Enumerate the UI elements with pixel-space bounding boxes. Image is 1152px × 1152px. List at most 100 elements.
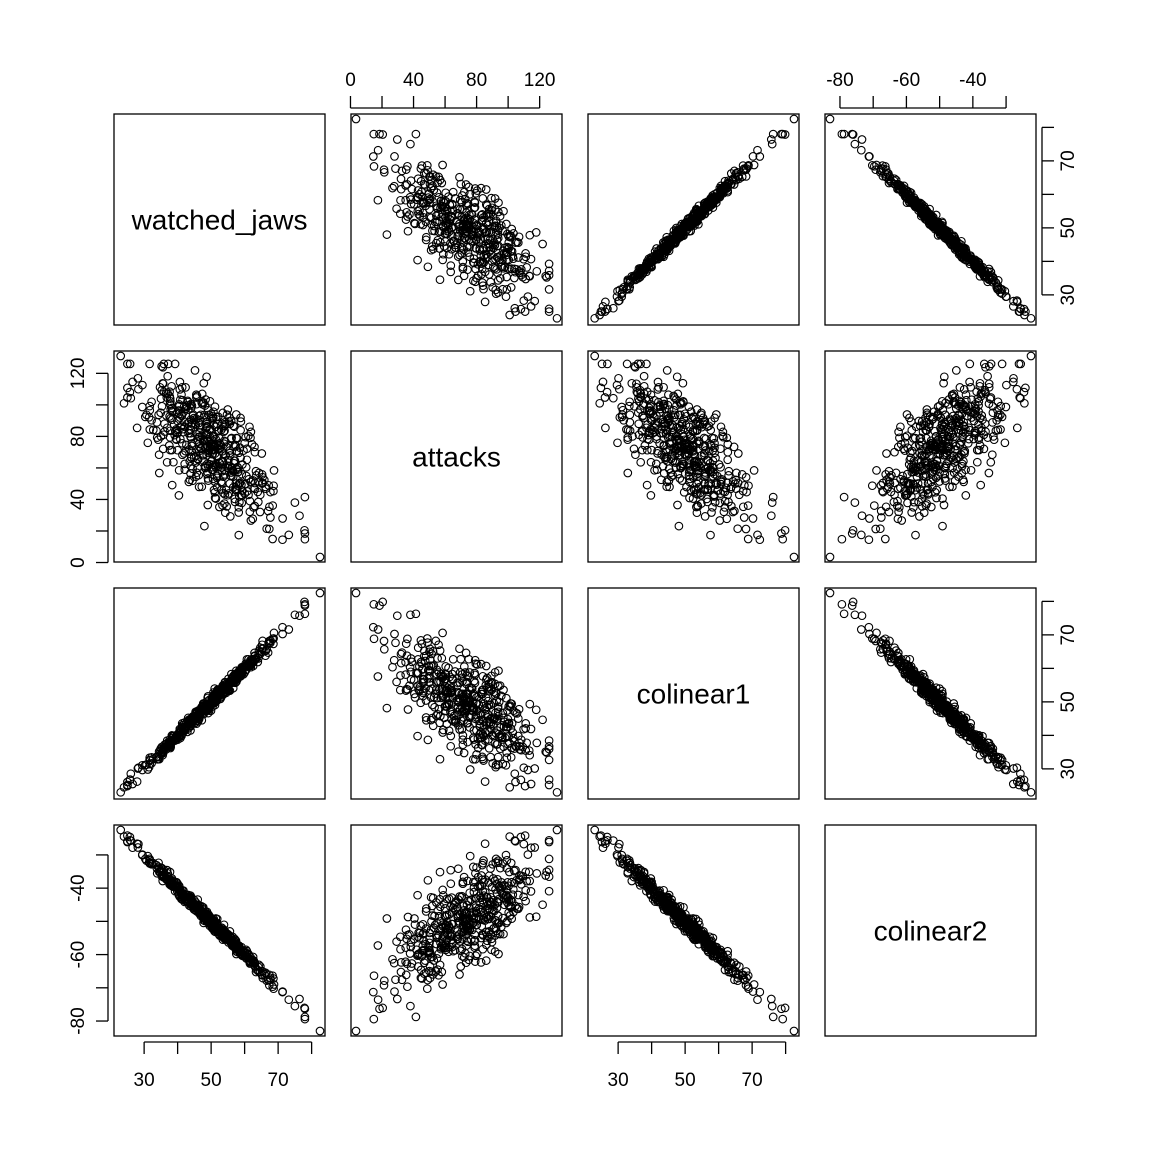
tick-label-colinear2: -40: [68, 874, 89, 901]
data-point: [405, 210, 414, 219]
data-point: [872, 466, 881, 475]
data-point: [493, 268, 502, 278]
data-point: [413, 186, 423, 195]
data-point: [476, 183, 486, 193]
data-point: [379, 167, 389, 177]
data-point: [617, 289, 627, 299]
data-point: [373, 195, 383, 205]
data-point: [392, 611, 402, 621]
data-point: [984, 468, 994, 478]
data-point: [972, 457, 982, 467]
data-point: [512, 237, 522, 247]
panel-colinear2-vs-watched_jaws: [113, 824, 326, 1037]
data-point: [315, 1026, 325, 1036]
panel-attacks-vs-colinear1: [587, 350, 800, 563]
data-point: [413, 174, 423, 184]
data-point: [475, 257, 485, 267]
scatter-colinear2-vs-watched_jaws: [116, 825, 325, 1036]
data-point: [464, 210, 474, 220]
data-point: [959, 385, 969, 394]
data-point: [630, 401, 639, 411]
data-point: [519, 254, 528, 264]
data-point: [430, 226, 439, 236]
data-point: [438, 160, 447, 170]
data-point: [510, 303, 520, 313]
scatter-watched_jaws-vs-attacks: [351, 114, 562, 323]
data-point: [706, 530, 715, 540]
panel-watched_jaws-vs-colinear2: [824, 113, 1037, 326]
data-point: [467, 210, 477, 220]
data-point: [453, 252, 463, 261]
data-point: [382, 703, 392, 713]
data-point: [368, 622, 378, 632]
data-point: [613, 438, 622, 448]
tick-label-colinear1: 30: [608, 1070, 629, 1091]
data-point: [403, 634, 412, 644]
data-point: [789, 552, 799, 562]
data-point: [397, 166, 407, 176]
tick-label-attacks: 80: [68, 426, 89, 447]
data-point: [401, 639, 411, 649]
data-point: [453, 275, 463, 285]
data-point: [767, 139, 777, 149]
data-point: [476, 210, 486, 220]
data-point: [590, 351, 600, 361]
data-point: [506, 283, 516, 292]
data-point: [608, 393, 618, 403]
data-point: [532, 738, 542, 748]
data-point: [494, 198, 503, 208]
data-point: [867, 481, 877, 491]
data-point: [743, 501, 753, 510]
data-point: [278, 514, 287, 523]
data-point: [780, 130, 790, 139]
data-point: [516, 304, 526, 314]
data-point: [389, 181, 399, 191]
data-point: [865, 514, 874, 523]
data-point: [403, 705, 413, 714]
data-point: [896, 422, 905, 432]
data-point: [1026, 787, 1036, 797]
tick-label-watched_jaws: 70: [268, 1070, 289, 1091]
data-point: [463, 223, 473, 233]
data-point: [623, 468, 633, 478]
data-point: [440, 202, 449, 212]
data-point: [459, 187, 469, 197]
data-point: [716, 422, 726, 432]
scatter-attacks-vs-colinear1: [590, 351, 799, 562]
data-point: [544, 259, 554, 269]
data-point: [154, 410, 163, 420]
data-point: [714, 460, 724, 469]
data-point: [438, 255, 448, 265]
data-point: [119, 398, 129, 408]
data-point: [255, 507, 265, 517]
data-point: [300, 492, 310, 502]
data-point: [501, 292, 511, 302]
data-point: [634, 264, 644, 273]
data-point: [444, 218, 454, 228]
data-point: [976, 480, 986, 490]
data-point: [431, 201, 441, 211]
data-point: [600, 307, 610, 316]
data-point: [284, 530, 294, 540]
data-point: [738, 502, 748, 512]
data-point: [415, 205, 424, 215]
data-point: [636, 457, 646, 467]
data-point: [391, 638, 400, 648]
data-point: [425, 172, 434, 182]
data-point: [492, 265, 501, 274]
data-point: [449, 236, 458, 246]
data-point: [164, 441, 174, 450]
tick-label-colinear1: 50: [1058, 691, 1079, 712]
data-point: [1012, 384, 1022, 394]
tick-label-attacks: 40: [403, 70, 424, 91]
tick-label-attacks: 0: [68, 557, 89, 568]
data-point: [433, 235, 443, 245]
data-point: [987, 450, 997, 460]
data-point: [470, 184, 480, 193]
data-point: [396, 195, 405, 205]
data-point: [446, 741, 456, 751]
data-point: [482, 227, 492, 237]
data-point: [248, 514, 258, 524]
data-point: [483, 220, 493, 230]
